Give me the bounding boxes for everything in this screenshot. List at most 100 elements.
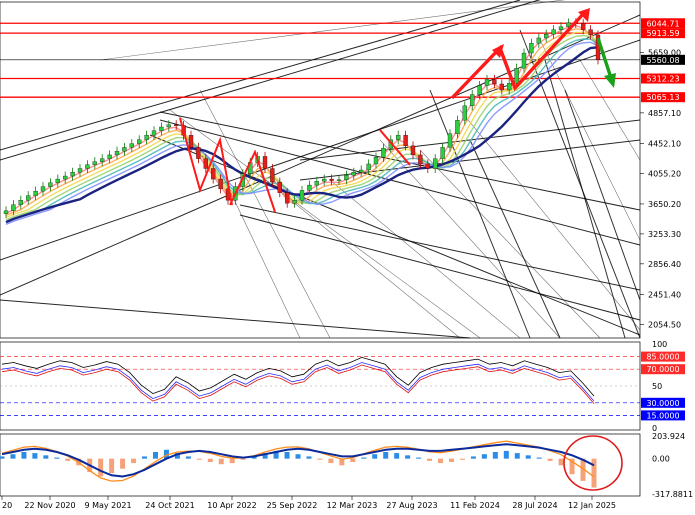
macd-histogram-bar [98,458,104,477]
price-label-box [641,92,685,103]
candle-body [529,43,534,54]
macd-histogram-bar [416,457,422,459]
candle-body [373,157,379,165]
price-label-box [641,73,685,84]
candle-body [144,135,149,140]
y-tick-label: 2054.50 [648,320,681,329]
candle-body [307,184,312,191]
candle-body [544,34,549,39]
x-tick-label: 28 Jul 2024 [512,501,557,510]
red-trend-arrow [450,10,587,100]
red-zigzag [229,149,276,213]
candle-body [292,200,297,204]
x-tick-label: 9 May 2021 [84,501,131,510]
macd-tick-label: -317.8811 [652,490,693,499]
candle-body [11,204,16,211]
candle-body [351,172,356,176]
candle-body [410,145,416,156]
macd-histogram-bar [525,455,531,459]
candle-body [403,135,408,147]
y-tick-label: 4055.20 [648,169,681,178]
green-arrowhead [604,73,616,88]
macd-histogram-bar [207,458,213,463]
x-tick-label: 12 Jan 2025 [568,501,616,510]
candle-body [18,200,23,205]
macd-histogram-bar [185,456,191,459]
macd-histogram-bar [503,450,509,459]
candle-body [344,175,349,180]
candle-body [477,85,482,95]
candle-body [492,79,497,85]
macd-histogram-bar [109,458,115,474]
candle-body [48,182,53,187]
trend-line [519,29,641,339]
trend-line [469,139,561,339]
candle-body [581,23,586,30]
rsi-level-label: 15.0000 [646,411,679,420]
price-label-box [641,54,685,65]
candle-body [440,147,445,159]
candle-body [551,29,556,35]
rsi-level-box [641,364,685,375]
candle-body [521,52,527,69]
candle-body [484,79,490,86]
red-arrowhead [578,8,590,22]
candle-body [381,147,386,158]
candle-body [514,67,519,84]
red-zigzag [179,117,233,206]
macd-histogram-bar [32,453,38,459]
candle-body [262,156,268,169]
x-tick-label: 27 Aug 2023 [386,501,437,510]
rsi-level-label: 70.0000 [646,365,679,374]
candle-body [447,133,453,148]
candle-body [107,154,112,159]
x-tick-label: 25 Sep 2022 [267,501,318,510]
x-tick-label: 12 Mar 2023 [327,501,378,510]
macd-histogram-bar [262,453,268,459]
macd-histogram-bar [536,457,542,459]
candle-body [55,178,60,183]
macd-histogram-bar [547,458,553,461]
macd-histogram-bar [174,453,180,459]
macd-histogram-bar [10,454,16,459]
candle-body [137,139,142,144]
macd-histogram-bar [481,454,487,459]
candle-body [70,172,75,177]
candle-body [433,158,438,169]
rsi-tick-label: 0 [652,424,657,433]
x-tick-label: 24 Oct 2021 [145,501,194,510]
x-tick-label: 11 Feb 2024 [450,501,500,510]
trend-line [0,39,641,261]
macd-histogram-bar [470,456,476,459]
candle-body [462,105,467,121]
trend-line [199,89,331,339]
candle-body [100,158,105,162]
candle-body [285,192,290,204]
macd-histogram-bar [492,451,498,459]
candle-body [211,168,216,180]
candle-body [536,37,541,44]
trend-line [539,39,641,241]
macd-histogram-bar [569,458,575,475]
rsi-line-black [1,356,595,397]
candle-body [3,210,9,214]
candle-body [77,168,83,173]
green-forecast-arrow [596,37,613,79]
candle-body [329,178,334,181]
trend-line [579,59,641,161]
macd-histogram-bar [306,456,312,459]
macd-tick-label: 203.924 [652,432,685,441]
candle-body [314,181,319,186]
candle-body [188,135,194,148]
macd-signal-line [1,440,595,482]
trend-line [459,109,641,331]
price-level-label: 5560.08 [646,56,679,65]
macd-histogram-bar [580,458,586,481]
macd-histogram-bar [142,456,148,459]
candle-body [159,126,164,131]
red-zigzag [379,129,411,166]
candle-body [92,161,97,165]
macd-histogram-bar [163,449,169,459]
